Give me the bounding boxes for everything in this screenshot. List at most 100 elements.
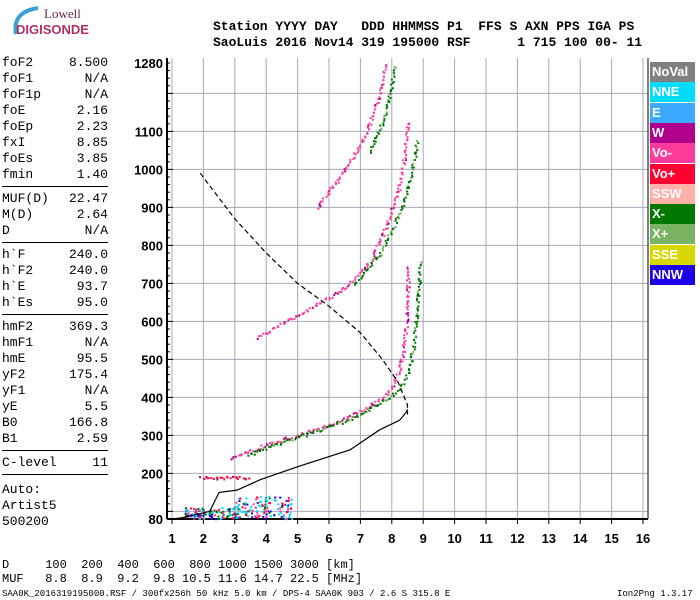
trace-point <box>331 296 334 299</box>
logo-text-digisonde: DIGISONDE <box>16 22 89 37</box>
trace-point <box>406 284 409 287</box>
echo-clutter-point <box>227 508 230 511</box>
trace-point <box>413 348 416 351</box>
trace-point <box>369 116 372 119</box>
echo-clutter-point <box>231 508 234 511</box>
echo-clutter-point <box>264 503 267 506</box>
trace-point <box>371 259 374 262</box>
trace-point <box>311 306 314 309</box>
trace-point <box>377 102 380 105</box>
trace-point <box>394 379 397 382</box>
trace-point <box>234 455 237 458</box>
header-labels: Station YYYY DAY DDD HHMMSS P1 FFS S AXN… <box>213 19 635 34</box>
param-value: 166.8 <box>68 415 108 430</box>
trace-point <box>407 300 410 303</box>
trace-point <box>408 126 411 129</box>
trace-point <box>352 158 355 161</box>
trace-point <box>347 163 350 166</box>
echo-clutter-point <box>209 515 212 518</box>
legend-item-xminus: X- <box>650 204 695 225</box>
trace-point <box>363 409 366 412</box>
trace-point <box>341 171 344 174</box>
trace-point <box>247 454 250 457</box>
echo-clutter-point <box>189 507 192 510</box>
trace-point <box>327 191 330 194</box>
echo-clutter-point <box>184 507 187 510</box>
echo-clutter-point <box>194 512 197 515</box>
echo-clutter-point <box>280 505 283 508</box>
echo-clutter-point <box>260 500 263 503</box>
trace-point <box>381 400 384 403</box>
trace-point <box>382 124 385 127</box>
trace-point <box>377 404 380 407</box>
y-tick-label: 200 <box>141 466 163 481</box>
legend-item-noval: NoVal <box>650 62 695 82</box>
trace-point <box>389 97 392 100</box>
x-tick-label: 16 <box>636 531 650 546</box>
echo-clutter-point <box>202 518 205 521</box>
param-name: fmin <box>2 167 34 182</box>
param-name: h`Es <box>2 295 34 310</box>
trace-point <box>382 396 385 399</box>
echo-clutter-point <box>280 512 283 515</box>
echo-clutter-point <box>187 514 190 517</box>
trace-point <box>373 252 376 255</box>
trace-point <box>373 143 376 146</box>
echo-clutter-point <box>234 506 237 509</box>
trace-point <box>407 314 410 317</box>
trace-point <box>382 245 385 248</box>
trace-point <box>317 207 320 210</box>
trace-point <box>417 301 420 304</box>
trace-point <box>405 306 408 309</box>
echo-clutter-point <box>185 513 188 516</box>
legend-item-vominus: Vo- <box>650 143 695 164</box>
trace-point <box>404 196 407 199</box>
trace-point <box>374 140 377 143</box>
echo-clutter-point <box>244 507 247 510</box>
trace-point <box>331 185 334 188</box>
trace-point <box>388 397 391 400</box>
trace-point <box>346 416 349 419</box>
trace-point <box>407 185 410 188</box>
trace-point <box>396 389 399 392</box>
echo-clutter-point <box>244 502 247 505</box>
trace-point <box>415 146 418 149</box>
trace-point <box>344 168 347 171</box>
trace-point <box>235 476 238 479</box>
trace-point <box>254 450 257 453</box>
trace-point <box>349 161 352 164</box>
echo-clutter-point <box>220 517 223 520</box>
trace-point <box>338 176 341 179</box>
x-tick-label: 11 <box>479 531 493 546</box>
trace-point <box>393 72 396 75</box>
echo-clutter-point <box>273 499 276 502</box>
trace-point <box>401 159 404 162</box>
param-row: hmE 95.5 <box>2 351 108 366</box>
param-name: h`F <box>2 247 26 262</box>
echo-clutter-point <box>221 507 224 510</box>
param-name: foEp <box>2 119 34 134</box>
x-tick-label: 4 <box>263 531 271 546</box>
trace-point <box>416 320 419 323</box>
trace-point <box>398 363 401 366</box>
trace-point <box>394 225 397 228</box>
echo-clutter-point <box>265 516 268 519</box>
trace-point <box>411 353 414 356</box>
trace-point <box>244 450 247 453</box>
echo-clutter-point <box>245 511 248 514</box>
trace-point <box>402 162 405 165</box>
trace-point <box>393 379 396 382</box>
echo-clutter-point <box>231 517 234 520</box>
trace-point <box>366 408 369 411</box>
param-name: B0 <box>2 415 18 430</box>
trace-point <box>414 321 417 324</box>
echo-clutter-point <box>235 501 238 504</box>
trace-point <box>315 304 318 307</box>
trace-point <box>322 197 325 200</box>
trace-point <box>400 209 403 212</box>
param-row: M(D) 2.64 <box>2 207 108 222</box>
echo-clutter-point <box>251 509 254 512</box>
trace-point <box>318 202 321 205</box>
echo-clutter-point <box>286 506 289 509</box>
